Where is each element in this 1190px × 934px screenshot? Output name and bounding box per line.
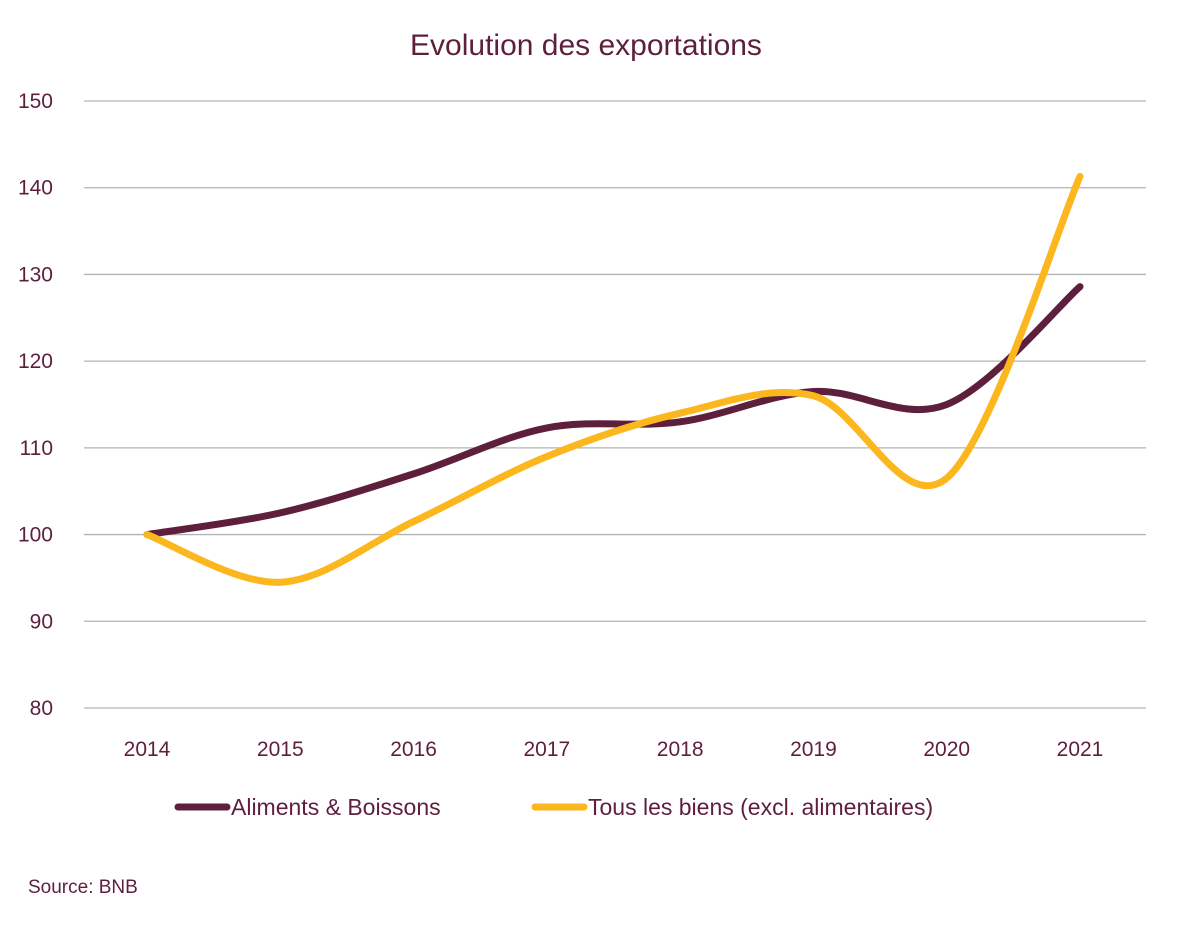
- series-line-tous-les-biens: [143, 172, 1084, 586]
- chart-title: Evolution des exportations: [410, 29, 762, 62]
- x-tick-label: 2021: [1057, 738, 1104, 761]
- y-tick-label: 120: [18, 350, 53, 373]
- x-tick-label: 2020: [923, 738, 970, 761]
- x-tick-label: 2018: [657, 738, 704, 761]
- y-tick-label: 150: [18, 90, 53, 113]
- y-tick-label: 100: [18, 524, 53, 547]
- series-lines: [143, 172, 1084, 586]
- y-tick-label: 80: [30, 697, 53, 720]
- y-tick-label: 130: [18, 263, 53, 286]
- legend: Aliments & Boissons Tous les biens (excl…: [174, 794, 933, 820]
- x-tick-label: 2017: [523, 738, 570, 761]
- y-tick-label: 110: [20, 437, 53, 460]
- legend-label-aliments: Aliments & Boissons: [231, 794, 441, 820]
- x-tick-label: 2014: [124, 738, 171, 761]
- x-tick-label: 2019: [790, 738, 837, 761]
- y-tick-label: 140: [18, 177, 53, 200]
- x-tick-label: 2016: [390, 738, 437, 761]
- series-line-aliments-boissons: [143, 283, 1084, 539]
- legend-label-tous-les-biens: Tous les biens (excl. alimentaires): [588, 794, 933, 820]
- source-note: Source: BNB: [28, 877, 138, 898]
- y-tick-label: 90: [30, 610, 53, 633]
- x-axis-ticks: 2014 2015 2016 2017 2018 2019 2020 2021: [124, 738, 1104, 761]
- x-tick-label: 2015: [257, 738, 304, 761]
- y-axis-ticks: 80 90 100 110 120 130 140 150: [18, 90, 53, 720]
- gridlines: [84, 100, 1146, 709]
